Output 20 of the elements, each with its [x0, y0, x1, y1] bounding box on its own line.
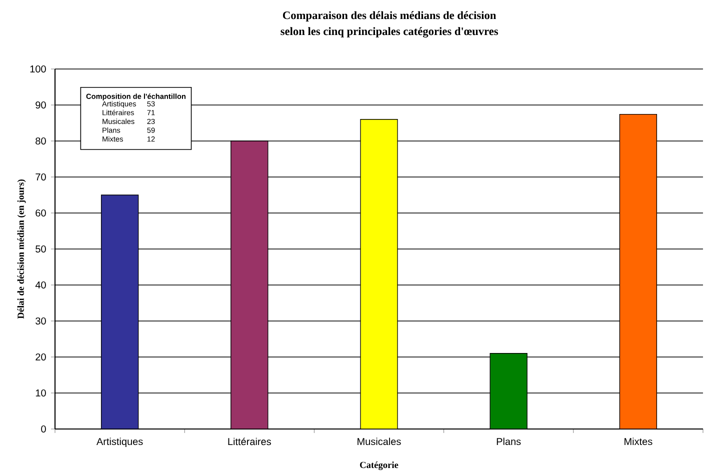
chart-subtitle: selon les cinq principales catégories d'œuvres: [280, 27, 498, 38]
y-tick-label: 50: [36, 245, 46, 253]
y-tick-label: 60: [36, 209, 46, 217]
y-tick-label: 10: [36, 389, 46, 397]
x-axis-title: Catégorie: [360, 462, 398, 470]
y-tick-label: 70: [36, 173, 46, 181]
x-tick-label: Plans: [496, 438, 521, 446]
y-tick-label: 80: [36, 137, 46, 145]
y-axis-title: Délai de décision médian (en jours): [17, 180, 26, 319]
x-tick-label: Musicales: [358, 438, 401, 446]
y-tick-label: 0: [41, 425, 46, 433]
y-tick-label: 90: [36, 101, 46, 109]
y-tick-label: 20: [36, 353, 46, 361]
x-tick-label: Artistiques: [96, 438, 143, 448]
y-tick-label: 40: [35, 281, 46, 289]
x-tick-label: Mixtes: [624, 438, 652, 446]
x-tick-label: Littéraires: [228, 438, 271, 446]
y-tick-label: 100: [30, 65, 46, 73]
chart-title: Comparaison des délais médians de décision: [282, 11, 496, 22]
y-tick-label: 30: [36, 317, 46, 325]
